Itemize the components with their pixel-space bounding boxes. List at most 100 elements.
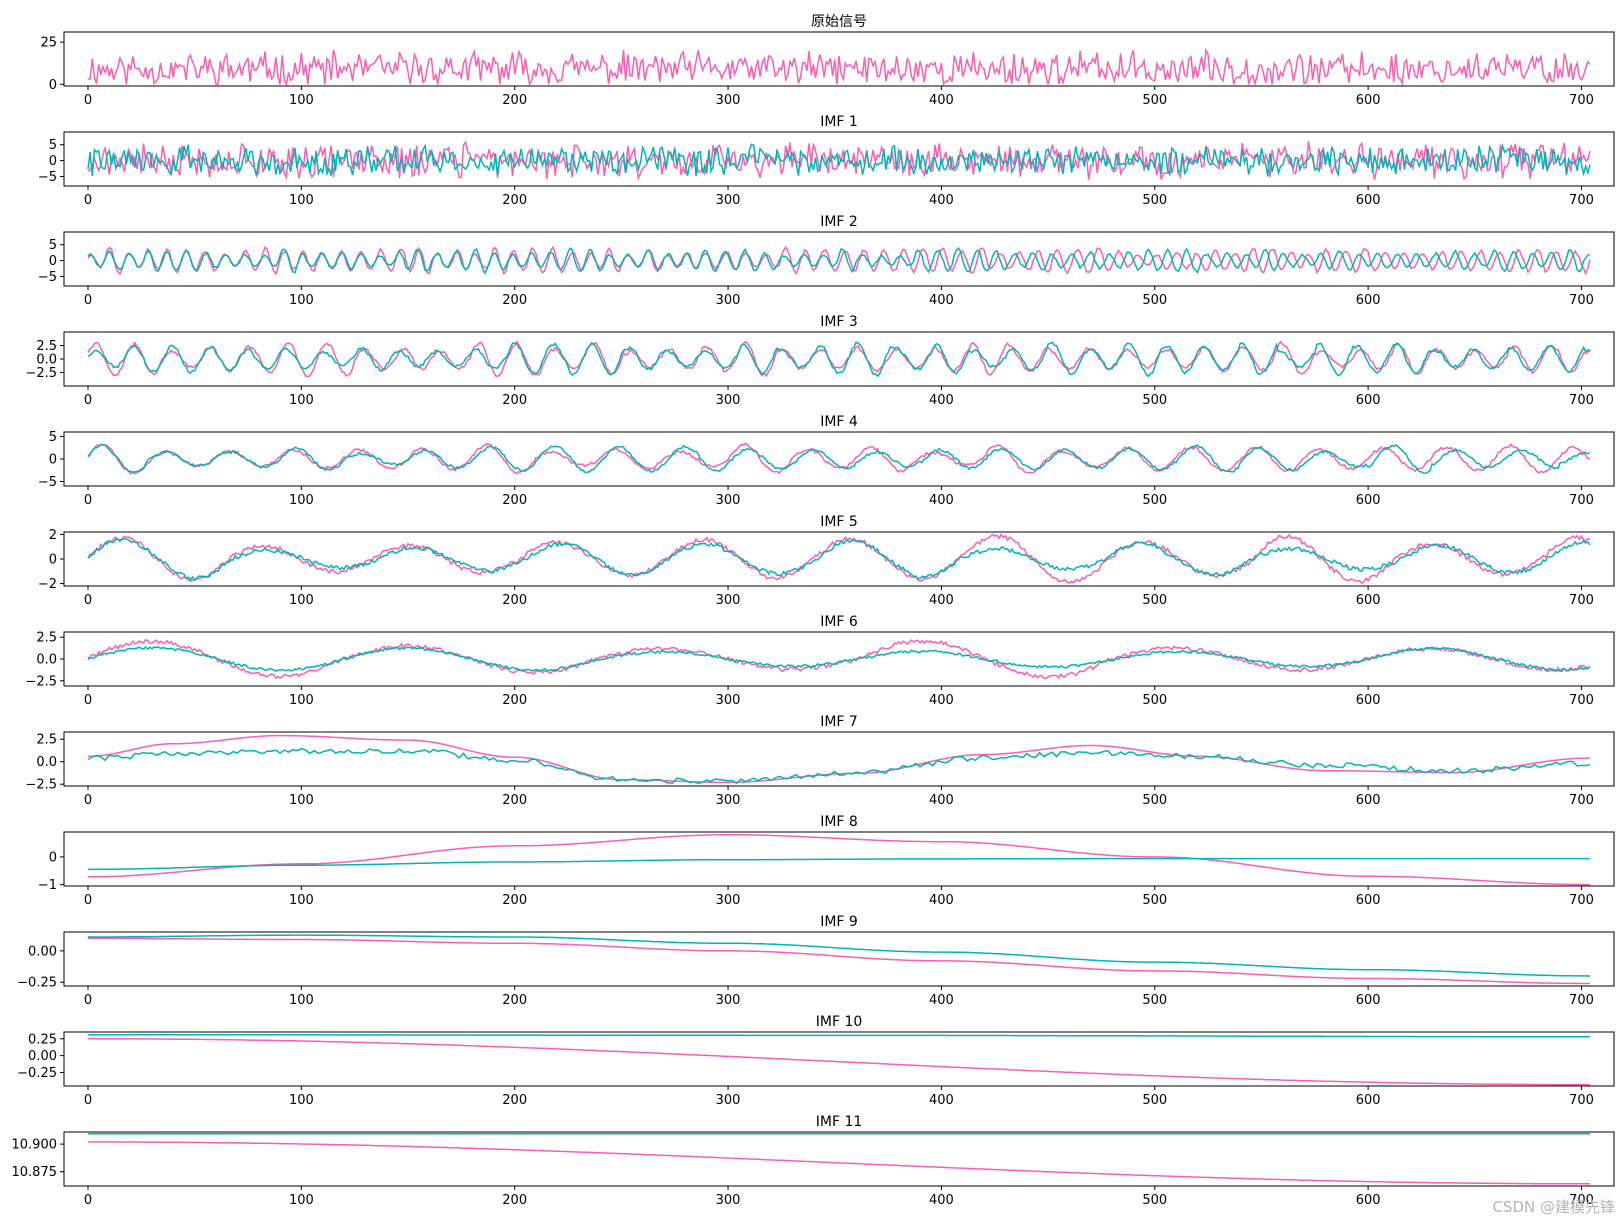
panel-4: IMF 4 0 100 200 300 400 500 600 700 −5 0 5 (38, 414, 1615, 508)
series-line-signal (87, 47, 1591, 86)
x-tick-label: 700 (1569, 93, 1594, 108)
series-line-reconstructed (87, 143, 1591, 178)
panel-title: IMF 6 (820, 614, 858, 630)
series-line-original (87, 533, 1591, 585)
x-tick-label: 500 (1142, 993, 1167, 1008)
x-tick-label: 500 (1142, 693, 1167, 708)
x-tick-label: 400 (929, 593, 954, 608)
axes-frame (63, 31, 1615, 87)
panel-title: IMF 11 (816, 1114, 863, 1130)
panel-5: IMF 5 0 100 200 300 400 500 600 700 −2 0 2 (38, 514, 1615, 608)
x-tick-label: 500 (1142, 1193, 1167, 1208)
y-tick-label: 0 (49, 453, 57, 468)
y-tick-label: 2 (49, 528, 57, 543)
x-tick-label: 400 (929, 93, 954, 108)
y-tick-label: 2.5 (36, 339, 57, 354)
x-tick-label: 500 (1142, 593, 1167, 608)
y-tick-label: 0 (49, 850, 57, 865)
y-tick-label: 0.0 (36, 353, 57, 368)
series-line-reconstructed (88, 1033, 1590, 1038)
x-tick-label: 500 (1142, 293, 1167, 308)
y-tick-label: 10.900 (12, 1138, 58, 1153)
x-tick-label: 200 (502, 93, 527, 108)
panel-8: IMF 8 0 100 200 300 400 500 600 700 −1 0 (38, 814, 1615, 908)
x-tick-label: 0 (84, 493, 92, 508)
panel-title: IMF 2 (820, 214, 858, 230)
x-tick-label: 600 (1356, 1093, 1381, 1108)
y-tick-label: 0 (49, 78, 57, 93)
series-line-reconstructed (87, 747, 1591, 785)
x-tick-label: 700 (1569, 793, 1594, 808)
x-tick-label: 200 (502, 993, 527, 1008)
x-tick-label: 500 (1142, 393, 1167, 408)
y-tick-label: 0.00 (28, 944, 57, 959)
series-line-original (87, 340, 1591, 378)
y-tick-label: 5 (49, 238, 57, 253)
x-tick-label: 300 (716, 693, 741, 708)
y-tick-label: −5 (38, 170, 57, 185)
y-tick-label: 25 (40, 36, 57, 51)
x-tick-label: 300 (716, 393, 741, 408)
x-tick-label: 400 (929, 193, 954, 208)
axes-frame (63, 231, 1615, 287)
x-tick-label: 0 (84, 1093, 92, 1108)
x-tick-label: 100 (289, 893, 314, 908)
x-tick-label: 600 (1356, 93, 1381, 108)
x-tick-label: 200 (502, 593, 527, 608)
x-tick-label: 600 (1356, 993, 1381, 1008)
x-tick-label: 0 (84, 993, 92, 1008)
x-tick-label: 700 (1569, 893, 1594, 908)
x-tick-label: 300 (716, 893, 741, 908)
series-line-reconstructed (87, 443, 1591, 474)
y-tick-label: 0.0 (36, 653, 57, 668)
y-tick-label: −5 (38, 475, 57, 490)
x-tick-label: 100 (289, 193, 314, 208)
x-tick-label: 0 (84, 393, 92, 408)
series-line-original (88, 937, 1590, 985)
x-tick-label: 400 (929, 693, 954, 708)
panel-11: IMF 11 0 100 200 300 400 500 600 700 10.875 10.900 (12, 1114, 1615, 1208)
x-tick-label: 300 (716, 293, 741, 308)
axes-frame (63, 631, 1615, 687)
axes-frame (63, 931, 1615, 987)
y-tick-label: −2 (38, 577, 57, 592)
x-tick-label: 600 (1356, 893, 1381, 908)
panel-2: IMF 20 100 200 300 400 500 600 700−505 (38, 214, 1615, 308)
x-tick-label: 0 (84, 593, 92, 608)
x-tick-label: 100 (289, 293, 314, 308)
x-tick-label: 400 (929, 293, 954, 308)
x-tick-label: 400 (929, 393, 954, 408)
axes-frame (63, 431, 1615, 487)
x-tick-label: 0 (84, 693, 92, 708)
y-tick-label: 0 (49, 254, 57, 269)
series-line-original (88, 1141, 1590, 1185)
x-tick-label: 200 (502, 293, 527, 308)
y-tick-label: 2.5 (36, 733, 57, 748)
x-tick-label: 600 (1356, 693, 1381, 708)
x-tick-label: 400 (929, 993, 954, 1008)
panel-6: IMF 6 0 100 200 300 400 500 600 700 −2.5 0.0 2.5 (25, 614, 1615, 708)
x-tick-label: 300 (716, 793, 741, 808)
panel-title: IMF 10 (816, 1014, 863, 1030)
x-tick-label: 100 (289, 593, 314, 608)
x-tick-label: 300 (716, 493, 741, 508)
series-line-original (87, 245, 1591, 276)
y-tick-label: −2.5 (25, 778, 57, 793)
y-tick-label: 5 (49, 430, 57, 445)
x-tick-label: 500 (1142, 193, 1167, 208)
x-tick-label: 600 (1356, 493, 1381, 508)
x-tick-label: 500 (1142, 1093, 1167, 1108)
x-tick-label: 600 (1356, 1193, 1381, 1208)
x-tick-label: 700 (1569, 393, 1594, 408)
x-tick-label: 400 (929, 493, 954, 508)
y-tick-label: 5 (49, 138, 57, 153)
x-tick-label: 700 (1569, 693, 1594, 708)
x-tick-label: 200 (502, 693, 527, 708)
x-tick-label: 200 (502, 393, 527, 408)
series-line-reconstructed (87, 537, 1591, 582)
x-tick-label: 700 (1569, 993, 1594, 1008)
panel-7: IMF 7 0 100 200 300 400 500 600 700 −2.5 0.0 2.5 (25, 714, 1615, 808)
y-tick-label: 0.25 (28, 1032, 57, 1047)
x-tick-label: 100 (289, 1093, 314, 1108)
x-tick-label: 600 (1356, 593, 1381, 608)
